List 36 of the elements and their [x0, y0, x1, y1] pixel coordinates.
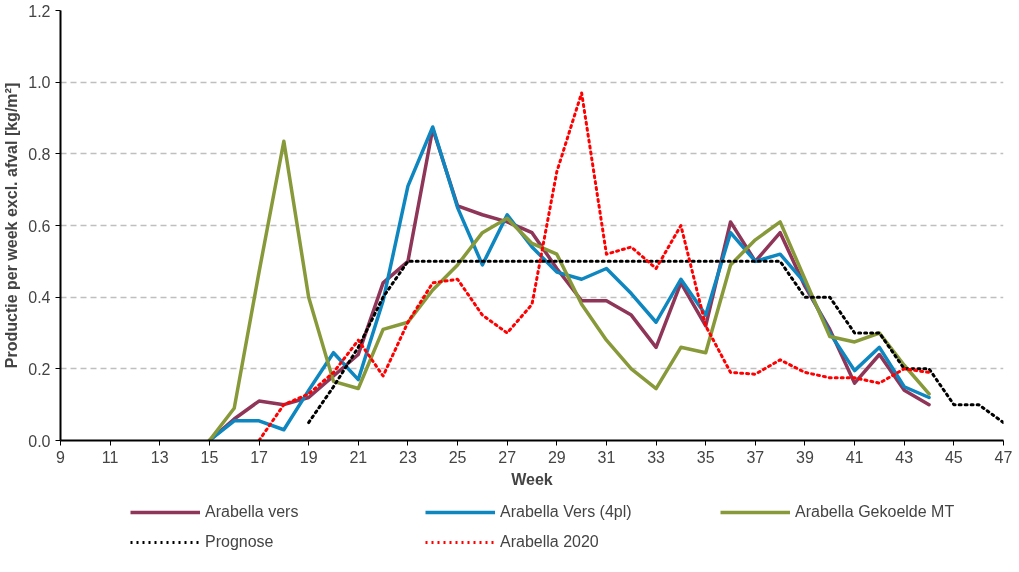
x-tick-label: 35 — [696, 448, 715, 466]
legend-label: Prognose — [205, 533, 275, 551]
x-tick-label: 27 — [498, 448, 517, 466]
x-tick-label: 29 — [547, 448, 566, 466]
y-axis-title: Productie per week excl. afval [kg/m²] — [3, 82, 21, 369]
x-tick-label: 45 — [944, 448, 963, 466]
y-tick-label: 1.0 — [28, 74, 51, 92]
line-series — [307, 259, 1004, 425]
x-tick-label: 15 — [200, 448, 219, 466]
y-tick-label: 1.2 — [28, 2, 51, 20]
y-tick-label: 0.4 — [28, 289, 51, 307]
x-tick-label: 47 — [994, 448, 1013, 466]
y-tick-label: 0.0 — [28, 432, 51, 450]
y-tick-label: 0.2 — [28, 360, 51, 378]
legend-label: Arabella vers — [205, 503, 300, 521]
x-tick-label: 37 — [746, 448, 765, 466]
line-series — [257, 91, 931, 441]
x-tick-label: 43 — [895, 448, 914, 466]
x-tick-label: 19 — [299, 448, 318, 466]
x-tick-label: 23 — [399, 448, 417, 466]
legend-label: Arabella 2020 — [500, 533, 600, 551]
x-tick-label: 33 — [647, 448, 666, 466]
y-tick-label: 0.8 — [28, 145, 51, 163]
x-axis-title: Week — [511, 470, 553, 488]
x-tick-label: 9 — [56, 448, 66, 466]
legend-label: Arabella Vers (4pl) — [500, 503, 633, 521]
x-tick-label: 17 — [250, 448, 269, 466]
x-tick-label: 21 — [349, 448, 368, 466]
x-tick-label: 11 — [101, 448, 119, 466]
legend-label: Arabella Gekoelde MT — [795, 503, 956, 521]
x-tick-label: 39 — [796, 448, 814, 466]
x-tick-label: 31 — [597, 448, 616, 466]
y-tick-label: 0.6 — [28, 217, 51, 235]
x-tick-label: 41 — [845, 448, 864, 466]
x-tick-label: 25 — [448, 448, 467, 466]
x-tick-label: 13 — [150, 448, 169, 466]
